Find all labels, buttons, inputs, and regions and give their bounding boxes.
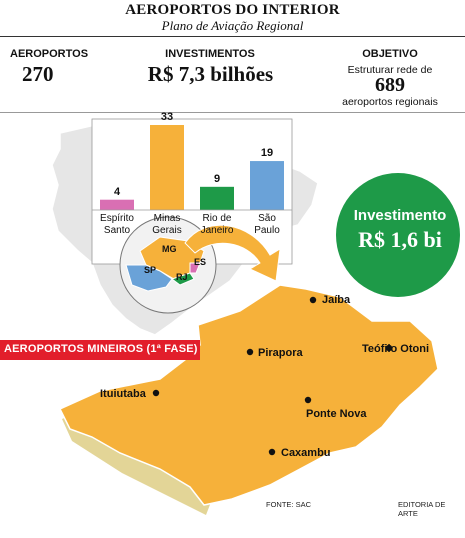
state-label-es: ES xyxy=(194,257,207,267)
bar-group xyxy=(100,125,284,210)
arrow-icon xyxy=(184,224,281,282)
objective-label: OBJETIVO xyxy=(362,48,418,60)
airports-label: AEROPORTOS xyxy=(10,48,89,60)
city-dot xyxy=(246,348,254,356)
mg-map xyxy=(58,284,439,506)
inset-es xyxy=(189,262,201,274)
page-subtitle: Plano de Aviação Regional xyxy=(161,18,304,33)
investment-label: INVESTIMENTOS xyxy=(165,48,255,60)
section-title: AEROPORTOS MINEIROS (1ª FASE) xyxy=(4,343,198,355)
bar-value-label: 33 xyxy=(160,111,174,123)
bar-value-label: 4 xyxy=(113,185,121,198)
bar-1 xyxy=(100,199,134,210)
bar-4 xyxy=(250,161,284,210)
badge-line1: Investimento xyxy=(353,207,447,224)
state-label-rj: RJ xyxy=(176,272,188,282)
city-label-jaiba: Jaíba xyxy=(322,294,351,306)
objective-text: Estruturar rede de xyxy=(347,64,433,76)
city-dot xyxy=(268,448,276,456)
city-label-ituiutaba: Ituiutaba xyxy=(100,388,146,400)
investment-badge xyxy=(336,173,460,297)
bar-3 xyxy=(200,186,234,210)
section-strip xyxy=(0,340,200,360)
bar-category-label: Espírito Santo xyxy=(100,213,134,236)
city-dot xyxy=(152,389,160,397)
investment-value: R$ 7,3 bilhões xyxy=(147,62,274,86)
bar-category-label: Minas Gerais xyxy=(152,213,182,236)
bar-category-label: São Paulo xyxy=(254,213,280,236)
bar-value-label: 9 xyxy=(213,172,221,185)
inset-rj xyxy=(170,272,195,286)
objective-suffix: aeroportos regionais xyxy=(342,96,438,108)
city-dot xyxy=(304,396,312,404)
header-rule xyxy=(0,36,465,37)
city-dot xyxy=(309,296,317,304)
badge-line2: R$ 1,6 bi xyxy=(358,227,442,252)
state-label-mg: MG xyxy=(162,244,177,254)
city-label-teofilo-otoni: Teófilo Otoni xyxy=(362,343,430,355)
bar-2 xyxy=(150,125,184,210)
city-label-pirapora: Pirapora xyxy=(258,347,303,359)
city-dots xyxy=(152,296,393,456)
city-label-caxambu: Caxambu xyxy=(281,447,331,459)
bar-category-label: Rio de Janeiro xyxy=(200,213,234,236)
stats-rule xyxy=(0,112,465,113)
city-label-ponte-nova: Ponte Nova xyxy=(306,408,367,420)
footer-source: FONTE: SAC xyxy=(266,500,312,509)
page-title: AEROPORTOS DO INTERIOR xyxy=(125,2,340,18)
map-canvas xyxy=(51,118,460,515)
footer-credit: EDITORIA DE ARTE xyxy=(398,500,446,518)
city-dot xyxy=(385,344,393,352)
state-label-sp: SP xyxy=(144,265,157,275)
airports-value: 270 xyxy=(22,62,54,86)
objective-number: 689 xyxy=(375,74,405,96)
inset-sp xyxy=(125,264,173,292)
bar-value-label: 19 xyxy=(260,147,274,160)
